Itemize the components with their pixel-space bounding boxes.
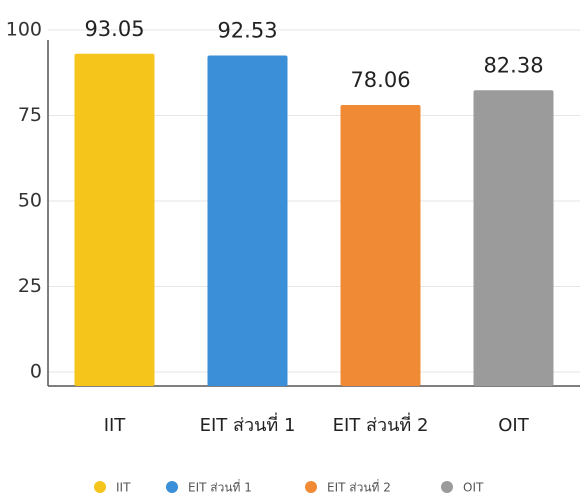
x-tick-label: OIT	[498, 415, 529, 436]
y-tick-label: 25	[18, 275, 42, 297]
legend-swatch	[94, 481, 106, 493]
y-tick-label: 0	[30, 361, 42, 383]
bar	[74, 53, 155, 386]
bar	[340, 105, 421, 387]
x-tick-label: IIT	[104, 415, 127, 436]
legend-label: OIT	[463, 481, 484, 495]
legend-swatch	[305, 481, 317, 493]
y-tick-label: 50	[18, 190, 42, 212]
value-label: 82.38	[483, 53, 543, 77]
x-tick-label: EIT ส่วนที่ 1	[200, 412, 296, 436]
bar	[207, 55, 288, 387]
y-tick-label: 100	[6, 19, 42, 41]
x-tick-label: EIT ส่วนที่ 2	[333, 412, 429, 436]
bar	[473, 90, 554, 386]
legend-label: IIT	[116, 481, 131, 495]
legend-label: EIT ส่วนที่ 2	[327, 479, 391, 495]
y-tick-label: 75	[18, 104, 42, 126]
value-label: 92.53	[217, 19, 277, 43]
value-label: 93.05	[84, 17, 144, 41]
value-label: 78.06	[350, 68, 410, 92]
legend-swatch	[441, 481, 453, 493]
legend-swatch	[166, 481, 178, 493]
legend-label: EIT ส่วนที่ 1	[188, 479, 252, 495]
